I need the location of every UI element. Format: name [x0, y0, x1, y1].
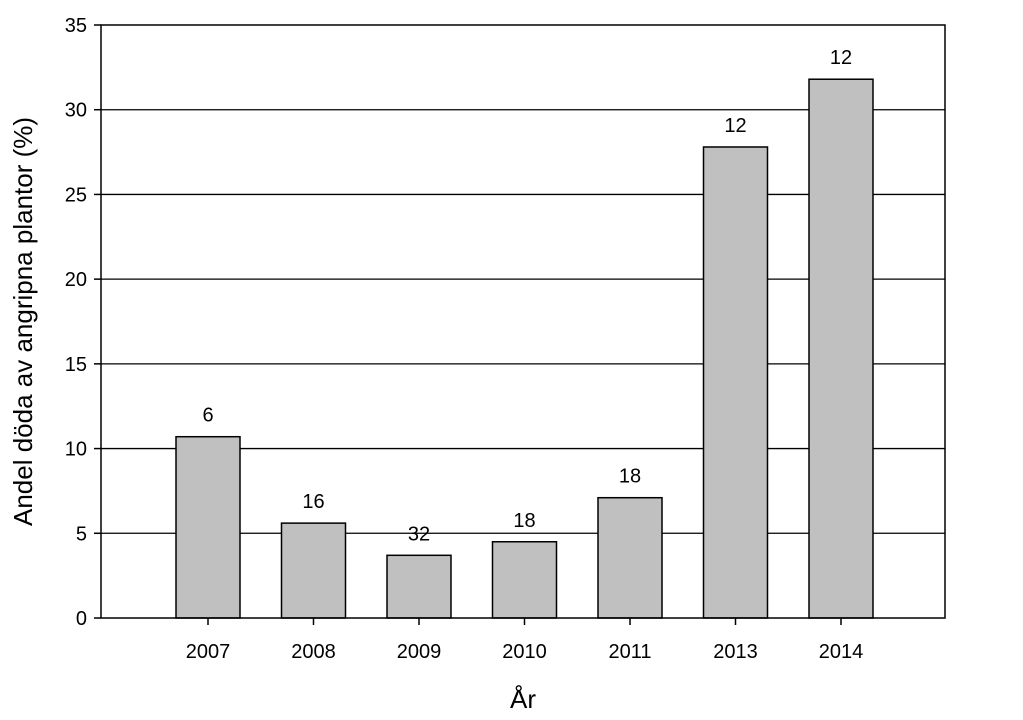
bar-value-label: 18 [619, 466, 641, 488]
y-tick-label: 0 [76, 608, 87, 630]
x-axis-ticks: 2007 2008 2009 2010 2011 2013 2014 [186, 618, 864, 663]
bar [386, 554, 452, 619]
bar-value-label: 16 [302, 491, 324, 513]
y-tick-label: 35 [65, 15, 87, 37]
plot-frame [100, 24, 946, 619]
bar-value-label: 18 [513, 510, 535, 532]
y-tick-label: 5 [76, 523, 87, 545]
y-axis-ticks: 0 5 10 15 20 25 30 35 [65, 15, 101, 630]
bar [808, 78, 874, 619]
x-tick-label: 2007 [186, 641, 231, 663]
y-tick-label: 25 [65, 184, 87, 206]
bar-value-label: 6 [202, 405, 213, 427]
bar-value-label: 32 [408, 523, 430, 545]
gridlines [101, 109, 945, 534]
bar-value-label: 12 [724, 115, 746, 137]
bars [175, 78, 874, 619]
bar-value-labels: 6 16 32 18 18 12 12 [202, 47, 852, 545]
y-tick-label: 10 [65, 439, 87, 461]
y-tick-label: 15 [65, 354, 87, 376]
x-tick-label: 2014 [819, 641, 864, 663]
bar [280, 522, 347, 619]
x-tick-label: 2010 [502, 641, 547, 663]
x-axis-title: År [510, 684, 536, 714]
y-tick-label: 30 [65, 100, 87, 122]
x-tick-label: 2008 [291, 641, 336, 663]
bar [491, 541, 558, 619]
bar [175, 435, 241, 619]
y-axis-title: Andel döda av angripna plantor (%) [8, 117, 38, 526]
x-tick-label: 2011 [608, 641, 651, 663]
bar-value-label: 12 [830, 47, 852, 69]
x-tick-label: 2009 [397, 641, 442, 663]
x-tick-label: 2013 [713, 641, 758, 663]
y-tick-label: 20 [65, 269, 87, 291]
bar [702, 146, 769, 619]
bar [597, 496, 663, 619]
